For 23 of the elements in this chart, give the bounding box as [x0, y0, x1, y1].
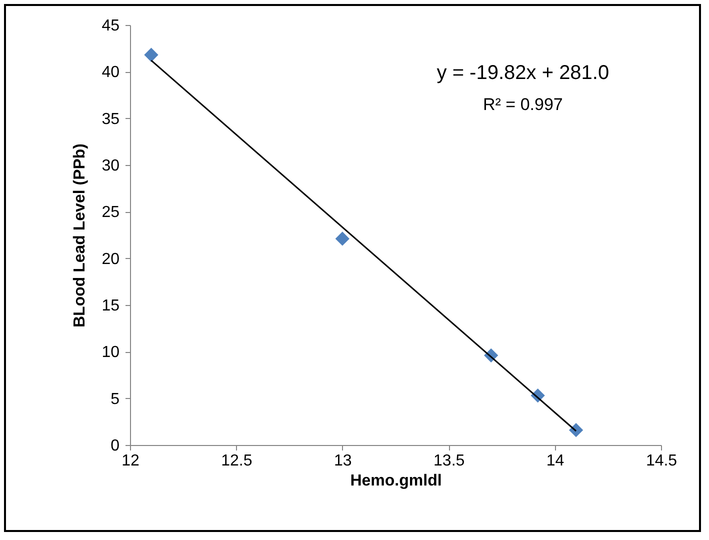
x-tick-label: 13.5: [434, 452, 465, 470]
y-tick-label: 10: [102, 344, 120, 362]
point: [144, 48, 158, 62]
x-tick-label: 14: [546, 452, 564, 470]
y-tick-label: 15: [102, 298, 120, 314]
x-axis-title: Hemo.gmldl: [350, 472, 442, 490]
y-tick-label: 45: [102, 18, 120, 34]
x-tick-label: 14.5: [646, 452, 678, 470]
point: [335, 232, 350, 246]
y-tick-label: 0: [110, 438, 120, 454]
y-tick-label: 5: [110, 390, 120, 408]
y-tick-label: 20: [102, 250, 120, 268]
y-tick-label: 40: [102, 64, 120, 82]
x-tick-label: 12: [122, 452, 140, 470]
x-tick-label: 13: [334, 452, 352, 470]
annotation: y = -19.82x + 281.0: [436, 62, 610, 84]
y-axis-title: BLood Lead Level (PPb): [72, 143, 89, 328]
annotation: R² = 0.997: [483, 95, 563, 114]
point: [568, 422, 584, 438]
y-tick-label: 30: [102, 158, 120, 174]
y-tick-label: 35: [102, 110, 120, 128]
x-tick-label: 12.5: [221, 452, 252, 470]
y-tick-label: 25: [102, 204, 120, 222]
